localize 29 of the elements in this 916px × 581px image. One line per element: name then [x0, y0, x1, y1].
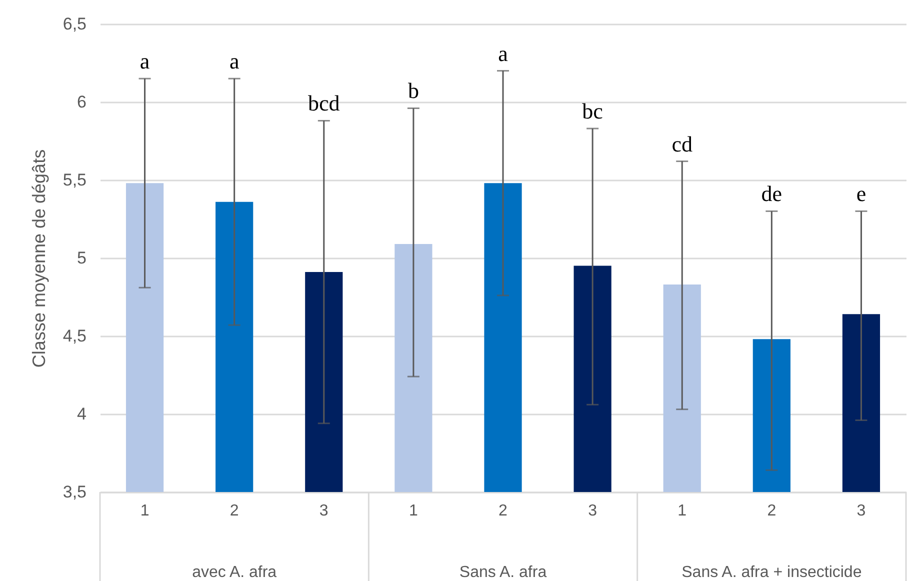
y-tick-label: 6,5 — [62, 14, 86, 34]
annotation: a — [229, 48, 240, 74]
x-tick-label: 3 — [856, 502, 866, 520]
y-tick-label: 5 — [77, 248, 86, 268]
y-tick-label: 4 — [77, 404, 86, 424]
y-tick-label: 3,5 — [62, 482, 86, 502]
text: Sans A. afra + insecticide — [682, 564, 862, 581]
x-tick-label: 3 — [319, 502, 328, 520]
annotation: e — [856, 181, 866, 206]
x-tick-label: 2 — [498, 502, 508, 520]
x-tick-label: 2 — [230, 502, 239, 520]
y-tick-label: 6 — [77, 92, 86, 112]
annotation: a — [498, 40, 508, 66]
annotation: a — [140, 48, 150, 74]
annotation: b — [408, 78, 419, 104]
x-tick-label: 1 — [140, 502, 150, 520]
annotation: bcd — [308, 90, 340, 116]
x-tick-label: 1 — [678, 502, 687, 520]
text: Sans A. afra — [459, 564, 547, 581]
x-tick-label: 1 — [408, 502, 418, 520]
annotation: bc — [582, 98, 604, 124]
y-tick-label: 5,5 — [62, 170, 86, 190]
annotation: cd — [672, 131, 692, 156]
y-tick-label: 4,5 — [62, 326, 86, 346]
x-tick-label: 3 — [588, 502, 598, 520]
x-tick-label: 2 — [767, 502, 776, 520]
annotation: de — [761, 181, 782, 206]
text: avec A. afra — [192, 564, 277, 581]
y-axis-title: Classe moyenne de dégâts — [28, 149, 49, 368]
